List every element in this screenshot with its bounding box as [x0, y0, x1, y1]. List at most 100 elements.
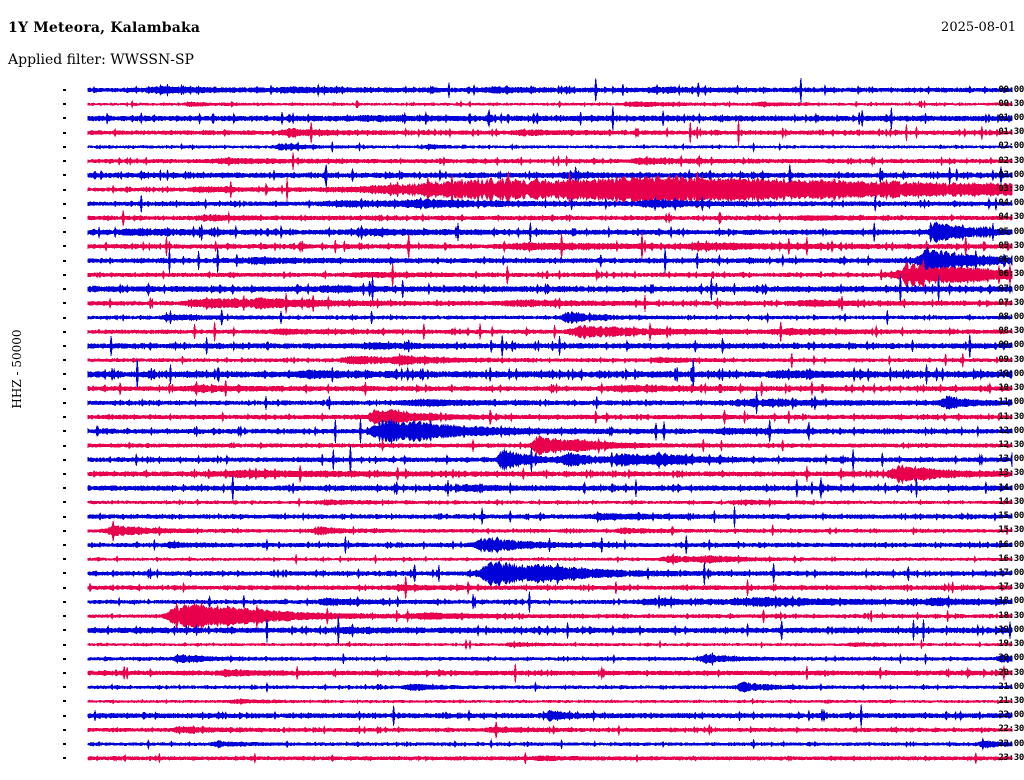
- axis-tick: [63, 444, 66, 447]
- page-title: 1Y Meteora, Kalambaka: [8, 20, 201, 36]
- axis-tick: [63, 387, 66, 390]
- trace-row: [87, 601, 1013, 631]
- row-time-label: 05:30: [998, 240, 1024, 251]
- trace-row: [87, 752, 1013, 765]
- axis-tick: [63, 330, 66, 333]
- axis-tick: [63, 245, 66, 248]
- axis-tick: [63, 472, 66, 475]
- row-time-label: 13:00: [998, 454, 1024, 465]
- trace-row: [87, 309, 1013, 326]
- trace-row: [87, 379, 1013, 397]
- trace-row: [87, 560, 1013, 588]
- axis-tick: [63, 487, 66, 490]
- trace-row: [87, 591, 1013, 613]
- axis-tick: [63, 131, 66, 134]
- row-time-label: 20:00: [998, 653, 1024, 664]
- row-time-label: 14:00: [998, 482, 1024, 493]
- axis-tick: [63, 231, 66, 234]
- axis-tick: [63, 757, 66, 760]
- row-time-label: 16:30: [998, 553, 1024, 564]
- row-time-label: 19:00: [998, 624, 1024, 635]
- trace-row: [87, 321, 1013, 343]
- row-time-label: 08:30: [998, 326, 1024, 337]
- row-time-label: 01:30: [998, 127, 1024, 138]
- axis-tick: [63, 586, 66, 589]
- trace-row: [87, 535, 1013, 555]
- row-time-label: 23:30: [998, 752, 1024, 763]
- axis-tick: [63, 316, 66, 319]
- trace-row: [87, 141, 1013, 153]
- trace-row: [87, 663, 1013, 683]
- row-time-label: 05:00: [998, 226, 1024, 237]
- row-time-label: 04:30: [998, 212, 1024, 223]
- row-time-label: 20:30: [998, 667, 1024, 678]
- axis-tick: [63, 643, 66, 646]
- axis-tick: [63, 273, 66, 276]
- trace-row: [87, 334, 1013, 359]
- trace-row: [87, 576, 1013, 600]
- trace-row: [87, 638, 1013, 651]
- row-time-label: 10:00: [998, 368, 1024, 379]
- axis-tick: [63, 615, 66, 618]
- trace-row: [87, 99, 1013, 109]
- axis-tick: [63, 259, 66, 262]
- axis-tick: [63, 558, 66, 561]
- row-time-label: 22:30: [998, 724, 1024, 735]
- axis-tick: [63, 401, 66, 404]
- axis-tick: [63, 672, 66, 675]
- trace-row: [87, 681, 1013, 693]
- trace-row: [87, 164, 1013, 188]
- row-time-label: 21:30: [998, 695, 1024, 706]
- axis-tick: [63, 160, 66, 163]
- axis-tick: [63, 302, 66, 305]
- row-time-label: 00:00: [998, 84, 1024, 95]
- trace-row: [87, 721, 1013, 739]
- trace-row: [87, 697, 1013, 705]
- axis-tick: [63, 145, 66, 148]
- row-time-label: 21:00: [998, 681, 1024, 692]
- row-time-label: 15:00: [998, 511, 1024, 522]
- row-time-label: 02:00: [998, 141, 1024, 152]
- row-time-label: 06:00: [998, 255, 1024, 266]
- axis-tick: [63, 700, 66, 703]
- row-time-label: 17:30: [998, 582, 1024, 593]
- trace-row: [87, 737, 1013, 751]
- trace-row: [87, 119, 1013, 147]
- trace-row: [87, 274, 1013, 304]
- row-time-label: 03:00: [998, 169, 1024, 180]
- trace-row: [87, 435, 1013, 456]
- trace-row: [87, 78, 1013, 103]
- axis-tick: [63, 600, 66, 603]
- trace-row: [87, 497, 1013, 508]
- axis-tick: [63, 188, 66, 191]
- axis-tick: [63, 89, 66, 91]
- axis-tick: [63, 458, 66, 461]
- row-time-label: 09:30: [998, 354, 1024, 365]
- row-time-label: 15:30: [998, 525, 1024, 536]
- row-time-label: 11:30: [998, 411, 1024, 422]
- row-time-label: 07:00: [998, 283, 1024, 294]
- axis-tick: [63, 714, 66, 717]
- axis-tick: [63, 743, 66, 746]
- trace-row: [87, 615, 1013, 646]
- axis-tick: [63, 416, 66, 419]
- trace-row: [87, 246, 1013, 276]
- axis-tick: [63, 515, 66, 518]
- row-time-label: 16:00: [998, 539, 1024, 550]
- trace-row: [87, 475, 1013, 502]
- row-time-label: 09:00: [998, 340, 1024, 351]
- axis-tick: [63, 216, 66, 219]
- trace-row: [87, 464, 1013, 485]
- row-time-label: 18:30: [998, 610, 1024, 621]
- row-time-label: 12:30: [998, 440, 1024, 450]
- trace-row: [87, 408, 1013, 425]
- trace-row: [87, 651, 1013, 667]
- axis-tick: [63, 629, 66, 632]
- trace-row: [87, 195, 1013, 213]
- trace-row: [87, 552, 1013, 566]
- row-time-label: 22:00: [998, 710, 1024, 721]
- trace-row: [87, 506, 1013, 528]
- axis-tick: [63, 501, 66, 504]
- axis-tick: [63, 373, 66, 376]
- row-time-label: 04:00: [998, 198, 1024, 209]
